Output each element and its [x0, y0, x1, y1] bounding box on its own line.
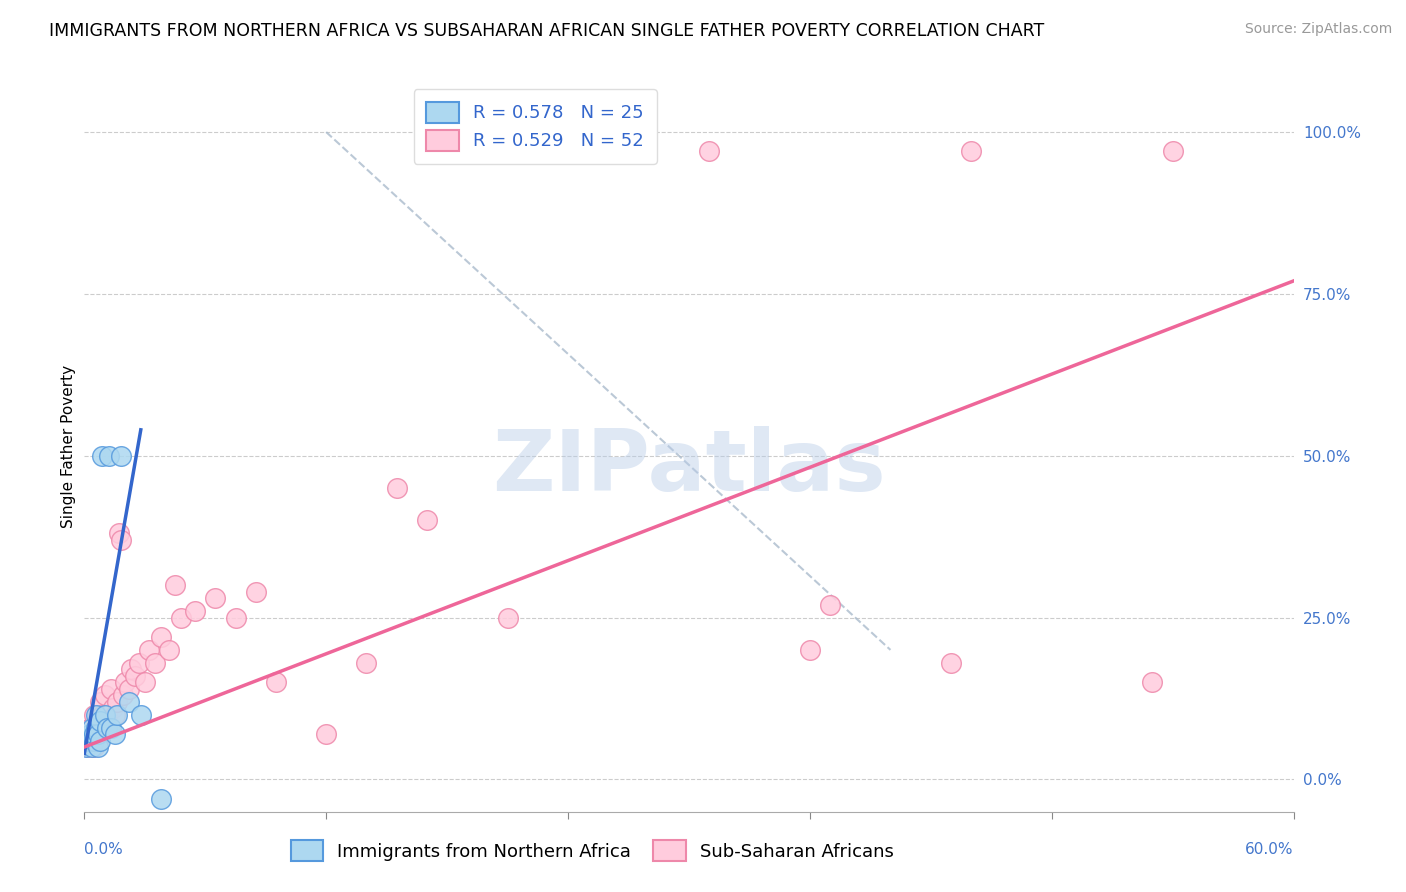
Point	[79, 721, 101, 735]
Point	[416, 513, 439, 527]
Point	[110, 533, 132, 547]
Point	[82, 739, 104, 754]
Point	[111, 688, 134, 702]
Point	[120, 662, 142, 676]
Point	[697, 145, 720, 159]
Legend: Immigrants from Northern Africa, Sub-Saharan Africans: Immigrants from Northern Africa, Sub-Sah…	[284, 833, 901, 869]
Point	[100, 721, 122, 735]
Point	[110, 449, 132, 463]
Point	[82, 721, 104, 735]
Point	[96, 721, 118, 735]
Point	[83, 727, 105, 741]
Point	[264, 675, 287, 690]
Point	[184, 604, 207, 618]
Point	[75, 733, 97, 747]
Point	[1161, 145, 1184, 159]
Point	[118, 695, 141, 709]
Point	[149, 791, 172, 805]
Point	[104, 727, 127, 741]
Point	[96, 707, 118, 722]
Point	[315, 727, 337, 741]
Point	[1142, 675, 1164, 690]
Text: 0.0%: 0.0%	[84, 842, 124, 857]
Point	[79, 727, 101, 741]
Point	[118, 681, 141, 696]
Point	[86, 721, 108, 735]
Point	[89, 714, 111, 728]
Point	[818, 598, 841, 612]
Point	[86, 707, 108, 722]
Point	[86, 721, 108, 735]
Point	[97, 721, 120, 735]
Y-axis label: Single Father Poverty: Single Father Poverty	[60, 365, 76, 527]
Point	[385, 481, 408, 495]
Point	[97, 449, 120, 463]
Point	[104, 707, 127, 722]
Point	[204, 591, 226, 606]
Point	[100, 681, 122, 696]
Point	[124, 669, 146, 683]
Point	[83, 739, 105, 754]
Point	[87, 707, 110, 722]
Point	[83, 733, 105, 747]
Point	[89, 695, 111, 709]
Point	[114, 675, 136, 690]
Point	[129, 707, 152, 722]
Point	[79, 733, 101, 747]
Point	[105, 695, 128, 709]
Point	[149, 630, 172, 644]
Point	[87, 727, 110, 741]
Point	[91, 707, 114, 722]
Point	[77, 733, 100, 747]
Point	[496, 610, 519, 624]
Point	[83, 707, 105, 722]
Point	[165, 578, 187, 592]
Point	[77, 739, 100, 754]
Point	[87, 739, 110, 754]
Point	[170, 610, 193, 624]
Point	[128, 656, 150, 670]
Point	[799, 643, 821, 657]
Text: 60.0%: 60.0%	[1246, 842, 1294, 857]
Point	[82, 727, 104, 741]
Point	[75, 739, 97, 754]
Point	[93, 707, 115, 722]
Point	[157, 643, 180, 657]
Point	[105, 707, 128, 722]
Text: Source: ZipAtlas.com: Source: ZipAtlas.com	[1244, 22, 1392, 37]
Point	[101, 701, 124, 715]
Point	[225, 610, 247, 624]
Point	[93, 688, 115, 702]
Text: ZIPatlas: ZIPatlas	[492, 426, 886, 509]
Point	[79, 733, 101, 747]
Point	[245, 584, 267, 599]
Point	[134, 675, 156, 690]
Point	[89, 714, 111, 728]
Point	[91, 449, 114, 463]
Point	[960, 145, 983, 159]
Point	[138, 643, 160, 657]
Point	[87, 733, 110, 747]
Text: IMMIGRANTS FROM NORTHERN AFRICA VS SUBSAHARAN AFRICAN SINGLE FATHER POVERTY CORR: IMMIGRANTS FROM NORTHERN AFRICA VS SUBSA…	[49, 22, 1045, 40]
Point	[89, 733, 111, 747]
Point	[356, 656, 378, 670]
Point	[939, 656, 962, 670]
Point	[143, 656, 166, 670]
Point	[107, 526, 129, 541]
